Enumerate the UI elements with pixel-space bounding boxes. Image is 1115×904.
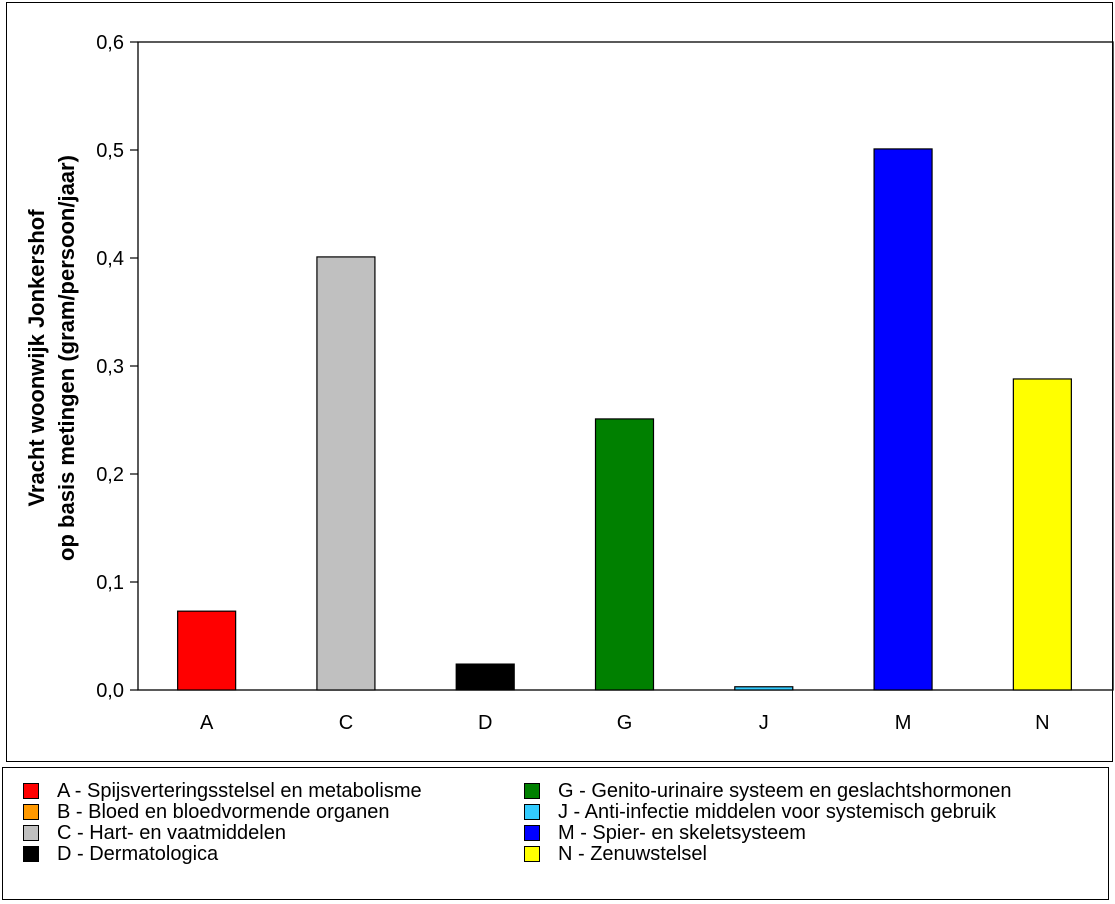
- legend-swatch: [524, 846, 540, 862]
- bar-chart: Vracht woonwijk Jonkershof op basis meti…: [24, 32, 1114, 734]
- legend-item: D - Dermatologica: [23, 843, 218, 865]
- y-tick-label: 0,6: [96, 32, 124, 54]
- legend-label: D - Dermatologica: [57, 843, 219, 865]
- legend-item: M - Spier- en skeletsysteem: [524, 822, 806, 844]
- legend: A - Spijsverteringsstelsel en metabolism…: [2, 767, 1109, 900]
- y-tick-label: 0,0: [96, 680, 124, 702]
- bar-c: [316, 256, 376, 691]
- x-tick-label: C: [339, 712, 353, 734]
- legend-item: C - Hart- en vaatmiddelen: [23, 822, 286, 844]
- legend-label: B - Bloed en bloedvormende organen: [57, 801, 390, 823]
- y-axis-label: Vracht woonwijk Jonkershof op basis meti…: [24, 155, 79, 561]
- legend-item: G - Genito-urinaire systeem en geslachts…: [524, 780, 1012, 802]
- bar-g: [594, 418, 655, 691]
- legend-label: G - Genito-urinaire systeem en geslachts…: [558, 780, 1012, 802]
- bar-a: [177, 610, 237, 691]
- legend-swatch: [524, 825, 540, 841]
- x-tick-label: A: [200, 712, 214, 734]
- y-axis-label-line-1: Vracht woonwijk Jonkershof: [24, 209, 49, 507]
- legend-label: M - Spier- en skeletsysteem: [558, 822, 806, 844]
- legend-label: N - Zenuwstelsel: [558, 843, 707, 865]
- y-tick-label: 0,3: [96, 356, 124, 378]
- legend-swatch: [23, 825, 39, 841]
- y-tick-label: 0,2: [96, 464, 124, 486]
- y-tick-label: 0,5: [96, 140, 124, 162]
- legend-label: J - Anti-infectie middelen voor systemis…: [558, 801, 996, 823]
- x-tick-label: N: [1035, 712, 1049, 734]
- legend-item: B - Bloed en bloedvormende organen: [23, 801, 389, 823]
- bar-m: [873, 148, 933, 691]
- legend-swatch: [23, 783, 39, 799]
- legend-item: J - Anti-infectie middelen voor systemis…: [524, 801, 996, 823]
- legend-swatch: [524, 804, 540, 820]
- y-tick-label: 0,1: [96, 572, 124, 594]
- legend-swatch: [524, 783, 540, 799]
- legend-label: C - Hart- en vaatmiddelen: [57, 822, 286, 844]
- bar-j: [734, 686, 794, 691]
- y-axis-label-line-2: op basis metingen (gram/persoon/jaar): [54, 155, 79, 561]
- y-tick-label: 0,4: [96, 248, 124, 270]
- legend-label: A - Spijsverteringsstelsel en metabolism…: [57, 780, 422, 802]
- x-tick-label: J: [759, 712, 769, 734]
- plot-area: 0,0 0,1 0,2 0,3 0,4 0,5 0,6 A C D G J M N: [96, 32, 1114, 734]
- x-tick-label: M: [895, 712, 912, 734]
- legend-swatch: [23, 804, 39, 820]
- legend-swatch: [23, 846, 39, 862]
- x-tick-label: G: [617, 712, 633, 734]
- x-tick-label: D: [478, 712, 492, 734]
- legend-item: A - Spijsverteringsstelsel en metabolism…: [23, 780, 422, 802]
- legend-item: N - Zenuwstelsel: [524, 843, 707, 865]
- bar-d: [455, 663, 515, 691]
- bar-n: [1012, 378, 1072, 691]
